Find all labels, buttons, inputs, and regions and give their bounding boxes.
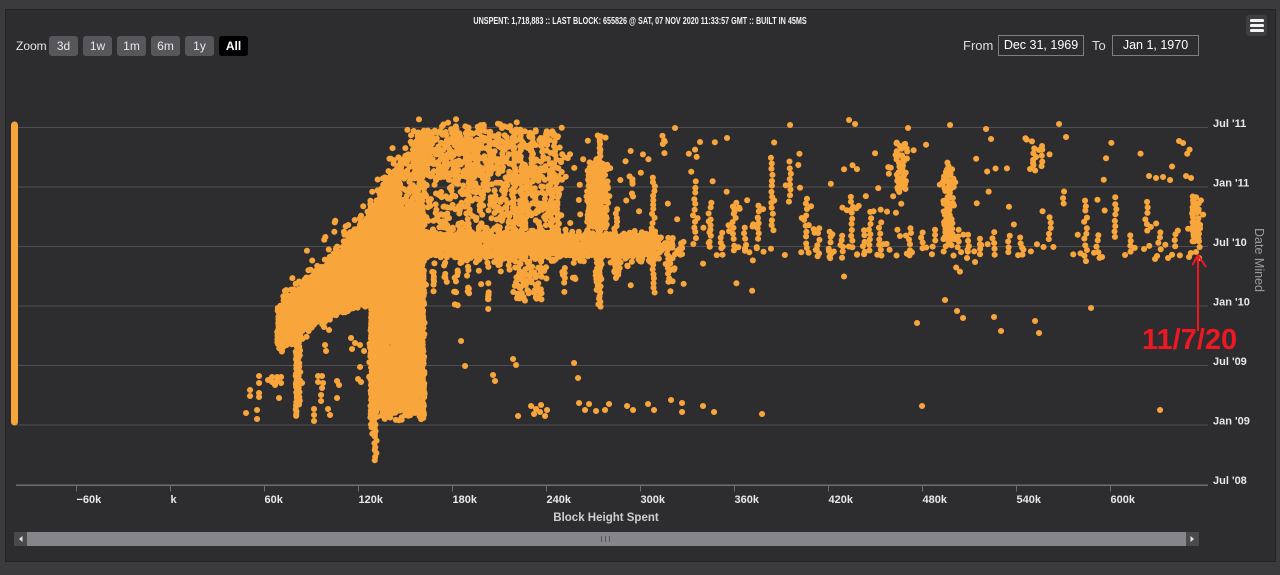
svg-text:Jan '09: Jan '09 xyxy=(1213,416,1250,428)
svg-text:540k: 540k xyxy=(1017,494,1042,506)
svg-text:360k: 360k xyxy=(735,494,760,506)
svg-text:Date Mined: Date Mined xyxy=(1252,228,1266,292)
svg-text:Jul '11: Jul '11 xyxy=(1213,118,1246,130)
svg-text:−60k: −60k xyxy=(77,494,103,506)
svg-text:Jan '10: Jan '10 xyxy=(1213,297,1250,309)
svg-text:Jan '11: Jan '11 xyxy=(1213,178,1249,190)
svg-text:60k: 60k xyxy=(265,494,284,506)
svg-text:180k: 180k xyxy=(453,494,478,506)
svg-text:k: k xyxy=(171,494,178,506)
svg-text:300k: 300k xyxy=(641,494,666,506)
svg-text:240k: 240k xyxy=(547,494,572,506)
svg-text:480k: 480k xyxy=(923,494,948,506)
svg-text:120k: 120k xyxy=(359,494,384,506)
svg-text:11/7/20: 11/7/20 xyxy=(1142,324,1237,356)
svg-text:Block Height Spent: Block Height Spent xyxy=(553,512,659,524)
svg-text:Jul '10: Jul '10 xyxy=(1213,237,1247,249)
svg-text:420k: 420k xyxy=(829,494,854,506)
svg-text:Jul '09: Jul '09 xyxy=(1213,356,1247,368)
svg-text:Jul '08: Jul '08 xyxy=(1213,475,1247,487)
svg-text:600k: 600k xyxy=(1111,494,1136,506)
